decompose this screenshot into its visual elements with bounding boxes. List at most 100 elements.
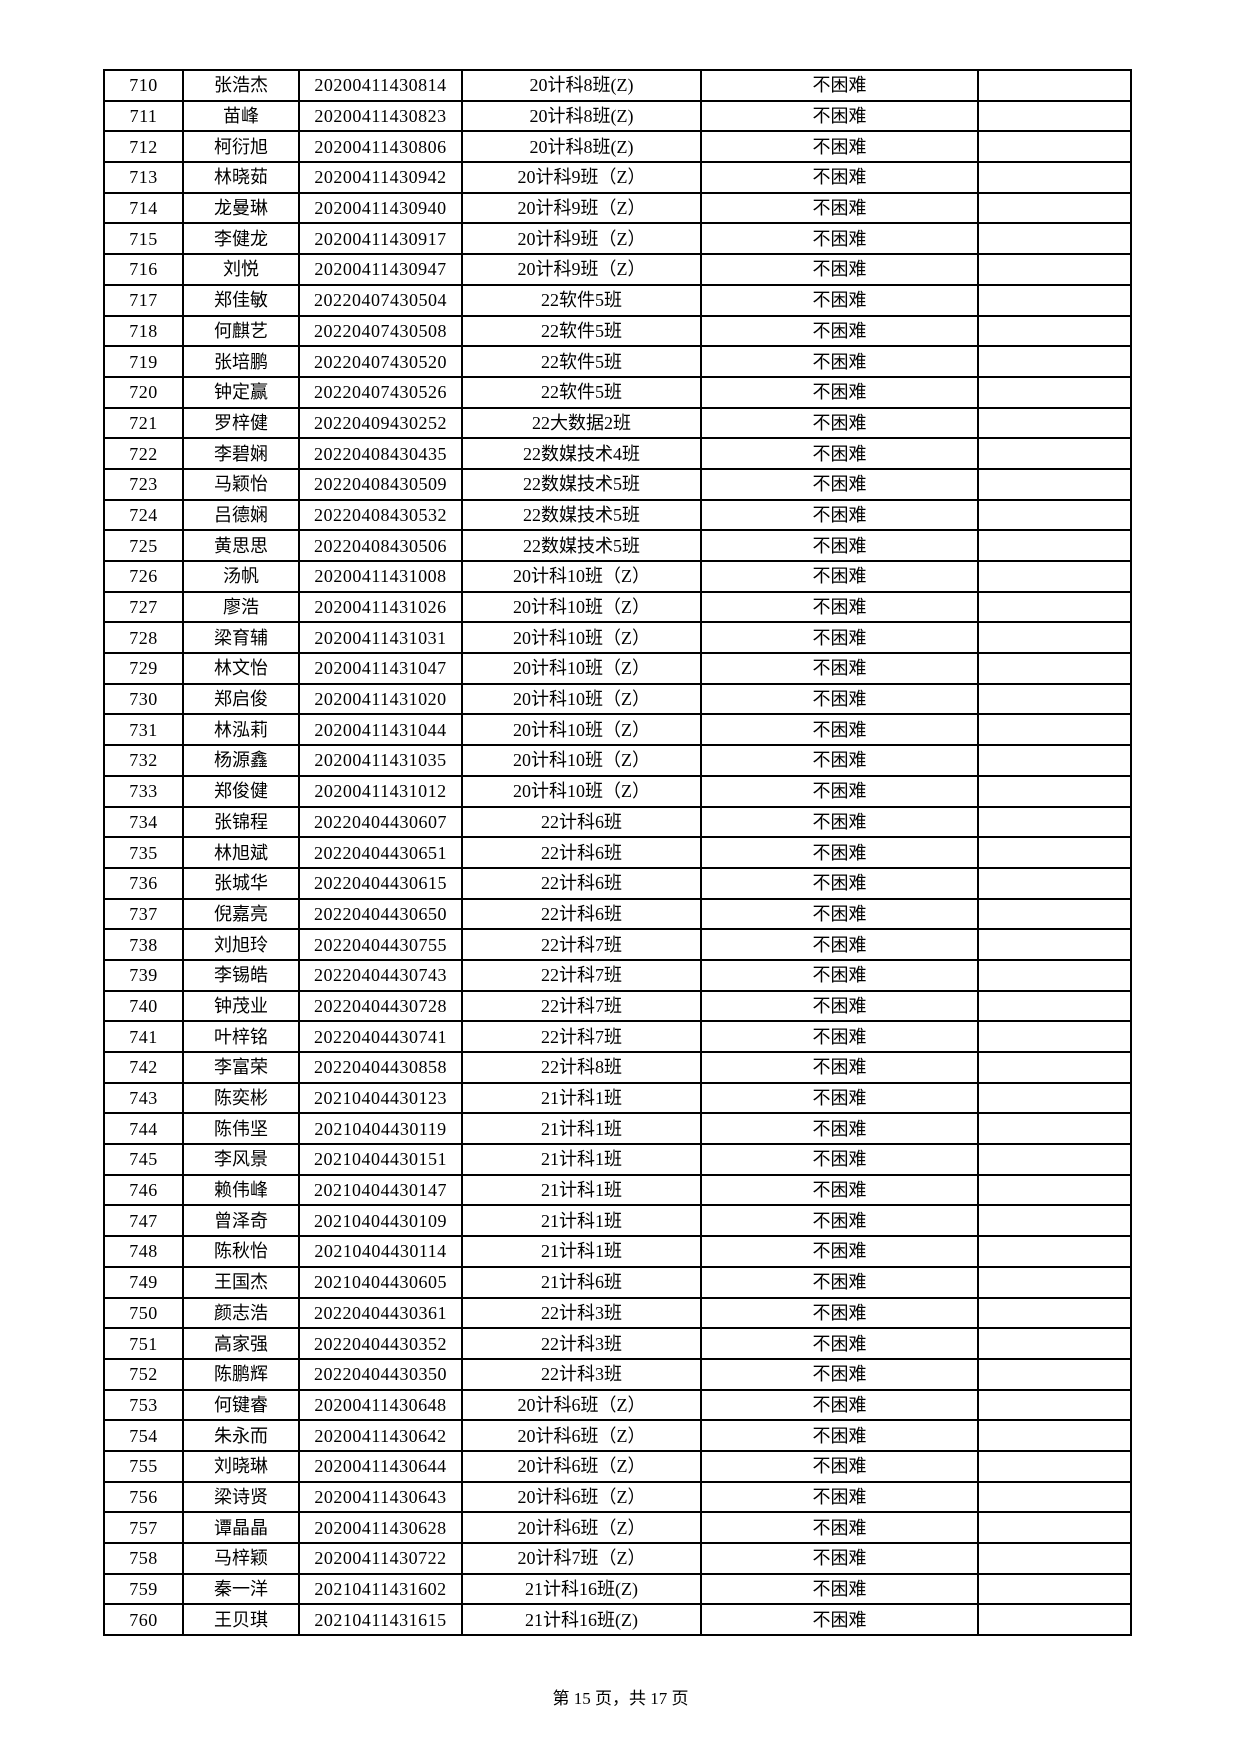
student-name-cell: 倪嘉亮 <box>182 897 300 931</box>
row-number-cell: 731 <box>103 713 184 747</box>
class-name-cell: 22计科6班 <box>461 805 702 839</box>
status-cell: 不困难 <box>700 1357 979 1391</box>
note-cell <box>977 1419 1132 1452</box>
status-cell: 不困难 <box>700 1143 979 1176</box>
table-row: 713 林晓茹 20200411430942 20计科9班（Z） 不困难 <box>103 161 1132 194</box>
status-cell: 不困难 <box>700 191 979 225</box>
class-name-cell: 22计科6班 <box>461 836 702 869</box>
row-number-cell: 722 <box>103 437 184 470</box>
table-row: 730 郑启俊 20200411431020 20计科10班（Z） 不困难 <box>103 682 1132 716</box>
row-number-cell: 753 <box>103 1388 184 1422</box>
class-name-cell: 20计科10班（Z） <box>461 682 702 716</box>
student-id-cell: 20210411431602 <box>298 1572 463 1606</box>
student-name-cell: 朱永而 <box>182 1419 300 1452</box>
student-name-cell: 李风景 <box>182 1143 300 1176</box>
class-name-cell: 21计科1班 <box>461 1112 702 1146</box>
student-name-cell: 高家强 <box>182 1327 300 1360</box>
note-cell <box>977 897 1132 931</box>
student-name-cell: 刘晓琳 <box>182 1449 300 1483</box>
student-id-cell: 20200411430940 <box>298 191 463 225</box>
student-name-cell: 梁诗贤 <box>182 1480 300 1514</box>
table-row: 749 王国杰 20210404430605 21计科6班 不困难 <box>103 1265 1132 1299</box>
student-id-cell: 20200411431031 <box>298 621 463 655</box>
status-cell: 不困难 <box>700 590 979 624</box>
student-name-cell: 张锦程 <box>182 805 300 839</box>
status-cell: 不困难 <box>700 437 979 470</box>
status-cell: 不困难 <box>700 69 979 102</box>
student-name-cell: 赖伟峰 <box>182 1173 300 1207</box>
status-cell: 不困难 <box>700 958 979 992</box>
class-name-cell: 20计科10班（Z） <box>461 744 702 777</box>
note-cell <box>977 866 1132 900</box>
student-id-cell: 20220408430435 <box>298 437 463 470</box>
class-name-cell: 22计科7班 <box>461 928 702 961</box>
table-row: 742 李富荣 20220404430858 22计科8班 不困难 <box>103 1051 1132 1084</box>
note-cell <box>977 498 1132 532</box>
table-row: 738 刘旭玲 20220404430755 22计科7班 不困难 <box>103 928 1132 961</box>
status-cell: 不困难 <box>700 744 979 777</box>
status-cell: 不困难 <box>700 1051 979 1084</box>
status-cell: 不困难 <box>700 467 979 501</box>
student-name-cell: 马颖怡 <box>182 467 300 501</box>
student-name-cell: 叶梓铭 <box>182 1020 300 1053</box>
student-id-cell: 20220408430532 <box>298 498 463 532</box>
table-row: 718 何麒艺 20220407430508 22软件5班 不困难 <box>103 314 1132 348</box>
note-cell <box>977 1296 1132 1330</box>
student-name-cell: 谭晶晶 <box>182 1511 300 1544</box>
row-number-cell: 725 <box>103 529 184 562</box>
table-row: 722 李碧娴 20220408430435 22数媒技术4班 不困难 <box>103 437 1132 470</box>
table-row: 757 谭晶晶 20200411430628 20计科6班（Z） 不困难 <box>103 1511 1132 1544</box>
row-number-cell: 730 <box>103 682 184 716</box>
status-cell: 不困难 <box>700 1603 979 1637</box>
class-name-cell: 22数媒技术5班 <box>461 467 702 501</box>
row-number-cell: 752 <box>103 1357 184 1391</box>
table-row: 726 汤帆 20200411431008 20计科10班（Z） 不困难 <box>103 560 1132 593</box>
student-name-cell: 罗梓健 <box>182 406 300 440</box>
student-id-cell: 20220404430650 <box>298 897 463 931</box>
student-id-cell: 20210404430151 <box>298 1143 463 1176</box>
class-name-cell: 22计科3班 <box>461 1327 702 1360</box>
row-number-cell: 723 <box>103 467 184 501</box>
row-number-cell: 755 <box>103 1449 184 1483</box>
student-name-cell: 黄思思 <box>182 529 300 562</box>
class-name-cell: 20计科9班（Z） <box>461 161 702 194</box>
student-name-cell: 杨源鑫 <box>182 744 300 777</box>
status-cell: 不困难 <box>700 1511 979 1544</box>
class-name-cell: 22计科6班 <box>461 866 702 900</box>
status-cell: 不困难 <box>700 1449 979 1483</box>
status-cell: 不困难 <box>700 713 979 747</box>
student-id-cell: 20220404430352 <box>298 1327 463 1360</box>
note-cell <box>977 191 1132 225</box>
row-number-cell: 754 <box>103 1419 184 1452</box>
student-id-cell: 20200411430806 <box>298 130 463 164</box>
student-name-cell: 张培鹏 <box>182 345 300 378</box>
student-id-cell: 20210404430109 <box>298 1204 463 1238</box>
note-cell <box>977 652 1132 685</box>
table-row: 725 黄思思 20220408430506 22数媒技术5班 不困难 <box>103 529 1132 562</box>
class-name-cell: 20计科6班（Z） <box>461 1511 702 1544</box>
student-name-cell: 钟定赢 <box>182 375 300 409</box>
student-id-cell: 20220408430506 <box>298 529 463 562</box>
note-cell <box>977 774 1132 808</box>
note-cell <box>977 682 1132 716</box>
class-name-cell: 21计科1班 <box>461 1143 702 1176</box>
status-cell: 不困难 <box>700 345 979 378</box>
note-cell <box>977 529 1132 562</box>
note-cell <box>977 130 1132 164</box>
note-cell <box>977 1112 1132 1146</box>
status-cell: 不困难 <box>700 989 979 1023</box>
status-cell: 不困难 <box>700 1204 979 1238</box>
student-name-cell: 颜志浩 <box>182 1296 300 1330</box>
status-cell: 不困难 <box>700 1020 979 1053</box>
table-row: 733 郑俊健 20200411431012 20计科10班（Z） 不困难 <box>103 774 1132 808</box>
student-name-cell: 曾泽奇 <box>182 1204 300 1238</box>
student-id-cell: 20220404430615 <box>298 866 463 900</box>
student-name-cell: 汤帆 <box>182 560 300 593</box>
status-cell: 不困难 <box>700 774 979 808</box>
class-name-cell: 22计科7班 <box>461 989 702 1023</box>
student-name-cell: 郑佳敏 <box>182 283 300 317</box>
note-cell <box>977 958 1132 992</box>
note-cell <box>977 1173 1132 1207</box>
status-cell: 不困难 <box>700 836 979 869</box>
student-id-cell: 20200411431035 <box>298 744 463 777</box>
